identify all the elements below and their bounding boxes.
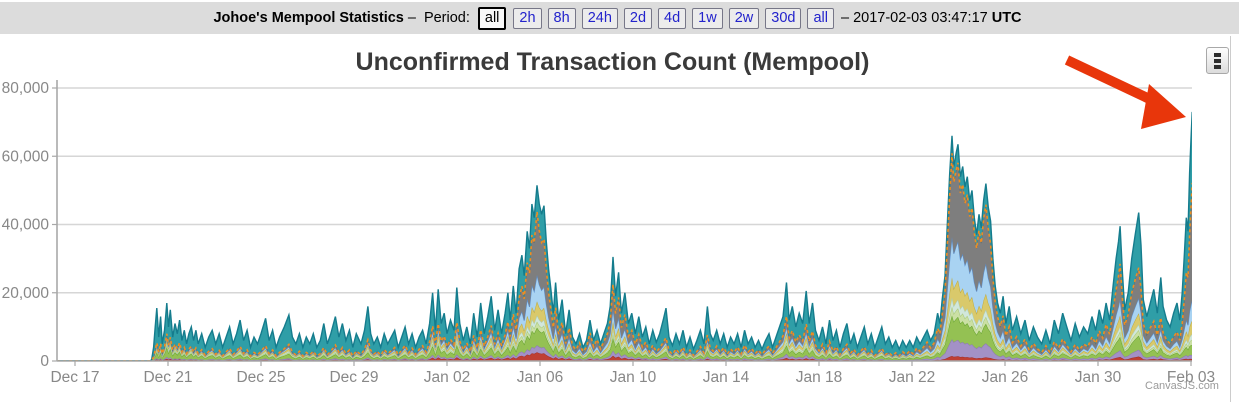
period-toolbar: Johoe's Mempool Statistics – Period: all… bbox=[0, 2, 1239, 34]
menu-bar-icon bbox=[1214, 52, 1221, 57]
svg-text:Jan 02: Jan 02 bbox=[424, 369, 471, 386]
svg-text:Dec 21: Dec 21 bbox=[143, 369, 192, 386]
svg-text:Dec 17: Dec 17 bbox=[50, 369, 99, 386]
svg-text:80,000: 80,000 bbox=[2, 80, 50, 97]
band-red bbox=[57, 352, 1192, 361]
gray-band-dashed-edge bbox=[57, 153, 1192, 361]
period-button-8h[interactable]: 8h bbox=[547, 7, 576, 29]
chart-title: Unconfirmed Transaction Count (Mempool) bbox=[355, 48, 870, 76]
svg-text:Jan 14: Jan 14 bbox=[703, 369, 750, 386]
period-button-24h[interactable]: 24h bbox=[581, 7, 618, 29]
svg-text:Jan 06: Jan 06 bbox=[517, 369, 564, 386]
page-edge-divider bbox=[1230, 36, 1231, 402]
band-green bbox=[57, 315, 1192, 361]
svg-text:20,000: 20,000 bbox=[2, 285, 50, 302]
canvasjs-watermark-link[interactable]: CanvasJS.com bbox=[1145, 380, 1219, 392]
svg-text:Jan 26: Jan 26 bbox=[982, 369, 1029, 386]
period-button-2d[interactable]: 2d bbox=[623, 7, 653, 29]
svg-text:60,000: 60,000 bbox=[2, 148, 50, 165]
current-timestamp: 2017-02-03 03:47:17 bbox=[853, 10, 988, 26]
band-purple bbox=[57, 339, 1192, 361]
dash-separator: – bbox=[407, 10, 416, 26]
svg-text:0: 0 bbox=[40, 353, 49, 370]
period-button-group: all 2h 8h 24h 2d 4d 1w 2w 30d all bbox=[474, 6, 837, 30]
svg-text:40,000: 40,000 bbox=[2, 217, 50, 234]
chart-options-menu-icon[interactable] bbox=[1206, 47, 1229, 74]
period-button-2w[interactable]: 2w bbox=[728, 7, 760, 29]
period-button-1w[interactable]: 1w bbox=[692, 7, 723, 29]
site-title: Johoe's Mempool Statistics bbox=[213, 10, 404, 26]
period-button-30d[interactable]: 30d bbox=[765, 7, 802, 29]
stacked-area-series bbox=[57, 111, 1192, 361]
period-button-all[interactable]: all bbox=[477, 6, 507, 30]
svg-text:Jan 22: Jan 22 bbox=[889, 369, 936, 386]
svg-text:Jan 10: Jan 10 bbox=[610, 369, 657, 386]
svg-text:Dec 29: Dec 29 bbox=[329, 369, 378, 386]
axes bbox=[56, 80, 1192, 362]
period-label: Period: bbox=[423, 10, 470, 26]
svg-text:Feb 03: Feb 03 bbox=[1167, 369, 1215, 386]
svg-text:Dec 25: Dec 25 bbox=[236, 369, 285, 386]
svg-text:Jan 30: Jan 30 bbox=[1075, 369, 1122, 386]
band-lightblue bbox=[57, 236, 1192, 361]
annotation-arrow bbox=[1064, 55, 1186, 129]
menu-bar-icon bbox=[1214, 58, 1221, 63]
y-axis-labels: 0 20,000 40,000 60,000 80,000 bbox=[2, 80, 50, 370]
gridlines bbox=[52, 87, 1192, 362]
timezone-label: UTC bbox=[991, 10, 1022, 26]
x-axis-labels: Dec 17 Dec 21 Dec 25 Dec 29 Jan 02 Jan 06 Jan … bbox=[50, 361, 1215, 386]
menu-bar-icon bbox=[1214, 64, 1221, 69]
dash-separator: – bbox=[840, 10, 850, 26]
period-button-all[interactable]: all bbox=[807, 7, 834, 29]
period-button-4d[interactable]: 4d bbox=[658, 7, 687, 29]
svg-text:Jan 18: Jan 18 bbox=[796, 369, 843, 386]
total-envelope-line bbox=[57, 111, 1192, 361]
period-button-2h[interactable]: 2h bbox=[513, 7, 542, 29]
